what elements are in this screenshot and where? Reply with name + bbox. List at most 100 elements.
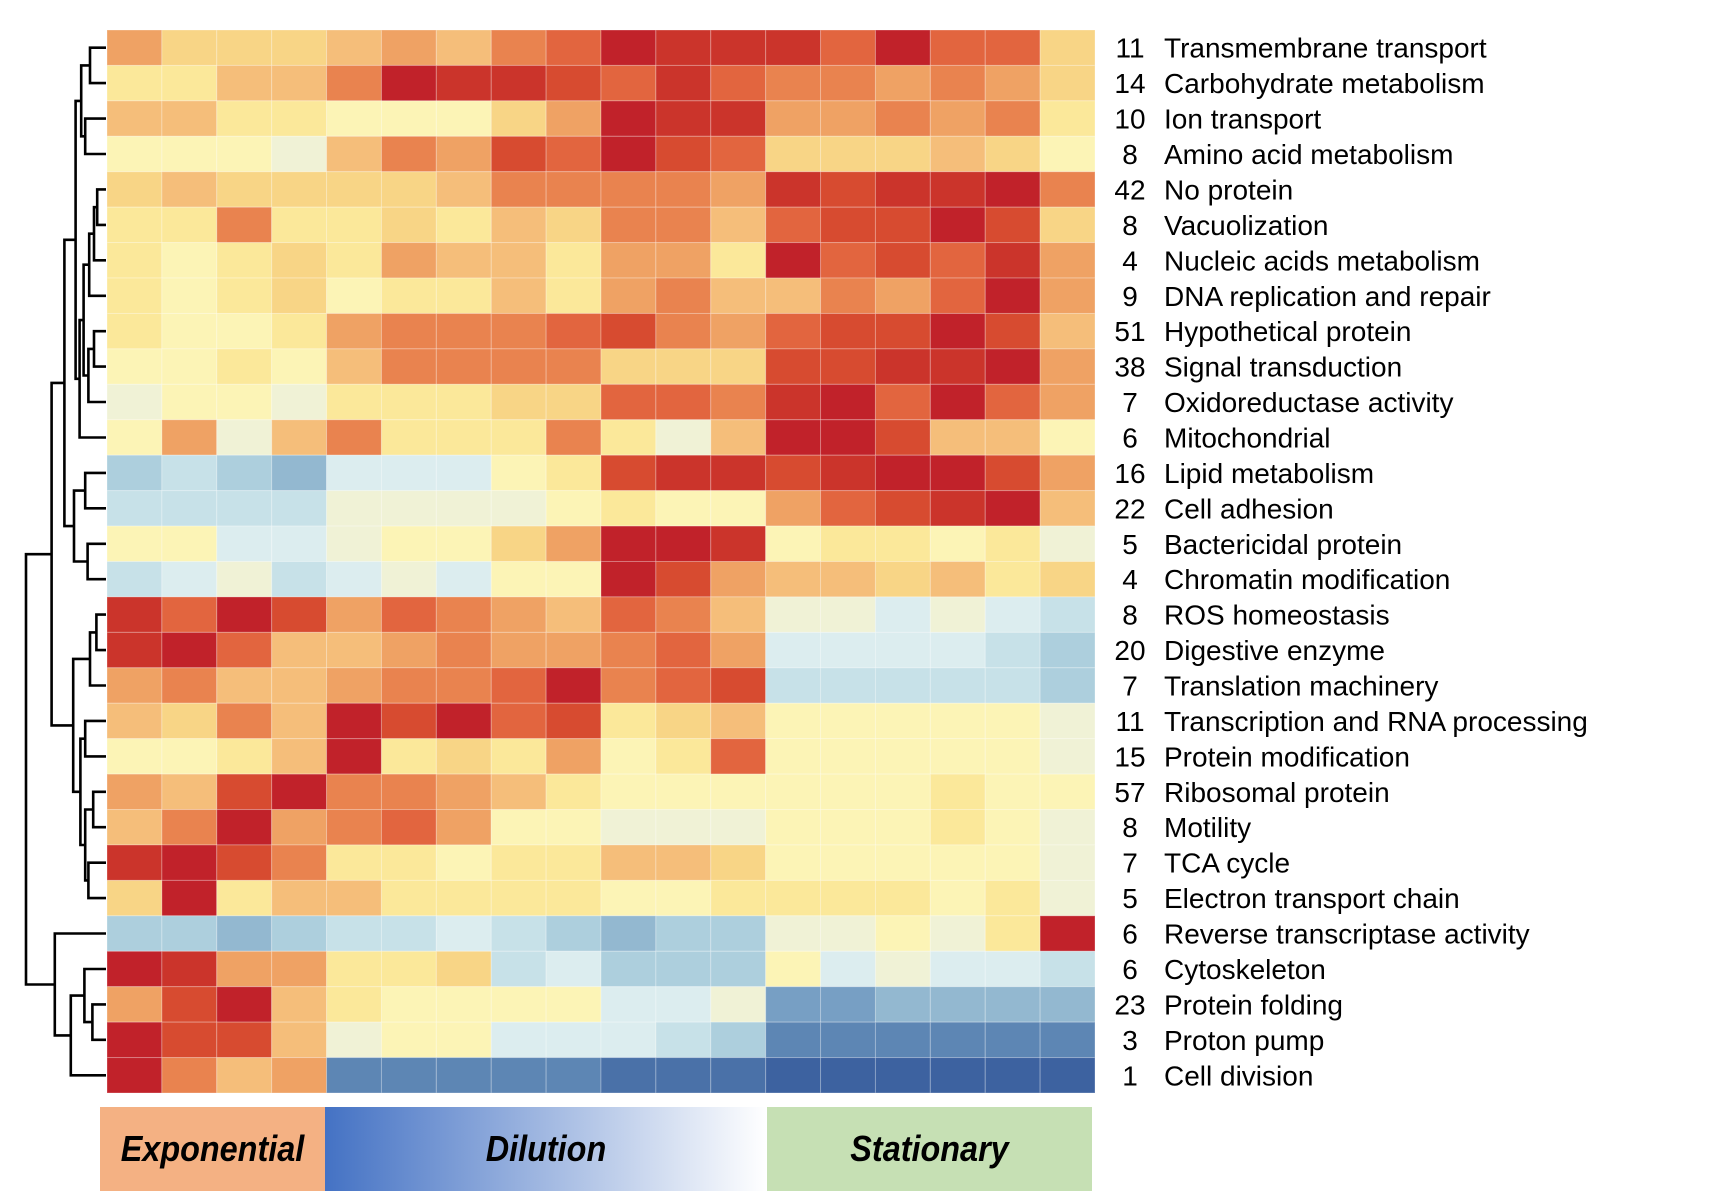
heatmap-cell (655, 986, 712, 1023)
heatmap-cell (490, 348, 547, 385)
heatmap-row (106, 454, 1096, 492)
heatmap-cell (655, 64, 712, 102)
heatmap-cell (765, 631, 822, 669)
heatmap-cell (326, 631, 382, 669)
heatmap-cell (435, 171, 492, 208)
heatmap-cell (710, 844, 767, 881)
heatmap-cell (380, 844, 437, 881)
heatmap-row (106, 702, 1096, 740)
heatmap-cell (545, 950, 602, 988)
heatmap-cell (380, 950, 437, 988)
heatmap-cell (490, 135, 547, 173)
row-category-label: Proton pump (1164, 1025, 1324, 1056)
heatmap-cell (655, 809, 712, 846)
row-label-item: 11 Transmembrane transport (1115, 33, 1486, 64)
heatmap-cell (600, 206, 657, 244)
heatmap-cell (216, 419, 273, 456)
heatmap-cell (106, 135, 163, 173)
heatmap-cell (380, 419, 437, 456)
heatmap-cell (765, 561, 822, 598)
heatmap-cell (490, 1057, 547, 1094)
heatmap-cell (490, 915, 547, 952)
heatmap-cell (600, 419, 657, 456)
row-gene-count: 20 (1114, 635, 1145, 666)
heatmap-cell (271, 561, 328, 598)
heatmap-cell (380, 631, 437, 669)
heatmap-cell (380, 383, 437, 421)
heatmap-cell (929, 631, 986, 669)
heatmap-row (106, 1057, 1096, 1094)
row-category-label: Reverse transcriptase activity (1164, 919, 1530, 950)
heatmap-cell (545, 383, 602, 421)
heatmap-cell (984, 1057, 1041, 1094)
heatmap-cell (710, 773, 767, 811)
heatmap-cell (984, 738, 1041, 775)
heatmap-cell (490, 490, 547, 527)
heatmap-cell (435, 1021, 492, 1059)
heatmap-cell (710, 490, 767, 527)
heatmap-cell (929, 419, 986, 456)
row-category-label: Lipid metabolism (1164, 458, 1374, 489)
phase-label: Exponential (121, 1129, 306, 1169)
heatmap-cell (820, 667, 876, 704)
heatmap-cell (984, 135, 1041, 173)
row-category-label: Electron transport chain (1164, 883, 1460, 914)
dendrogram-branch (91, 790, 106, 829)
heatmap-cell (271, 915, 328, 952)
row-label-item: 16 Lipid metabolism (1114, 458, 1374, 489)
heatmap-cell (929, 312, 986, 350)
heatmap-cell (984, 171, 1041, 208)
heatmap-cell (655, 1057, 712, 1094)
heatmap-cell (600, 596, 657, 633)
row-gene-count: 7 (1122, 387, 1138, 418)
heatmap-cell (874, 844, 931, 881)
heatmap-cell (820, 915, 876, 952)
dendrogram-branch (24, 552, 55, 986)
heatmap-cell (929, 277, 986, 314)
heatmap-cell (106, 809, 163, 846)
heatmap-row (106, 1021, 1096, 1059)
heatmap-cell (216, 1021, 273, 1059)
heatmap-cell (216, 809, 273, 846)
dendrogram-branch (86, 542, 106, 581)
heatmap-cell (820, 242, 876, 279)
heatmap-cell (271, 986, 328, 1023)
row-label-item: 8 Vacuolization (1122, 210, 1328, 241)
heatmap-cell (106, 490, 163, 527)
row-label-item: 51 Hypothetical protein (1114, 316, 1411, 347)
heatmap-cell (490, 419, 547, 456)
heatmap-cell (765, 950, 822, 988)
heatmap-cell (984, 844, 1041, 881)
heatmap-cell (545, 312, 602, 350)
heatmap-cell (545, 702, 602, 740)
heatmap-cell (1039, 454, 1096, 492)
heatmap-cell (655, 242, 712, 279)
heatmap-cell (1039, 809, 1096, 846)
heatmap-cell (765, 171, 822, 208)
row-label-item: 8 Amino acid metabolism (1122, 139, 1453, 170)
heatmap-cell (984, 312, 1041, 350)
heatmap-cell (435, 29, 492, 66)
row-label-item: 1 Cell division (1122, 1060, 1313, 1091)
heatmap-cell (106, 277, 163, 314)
heatmap-cell (106, 950, 163, 988)
row-gene-count: 38 (1114, 352, 1145, 383)
heatmap-cell (271, 809, 328, 846)
heatmap-cell (710, 738, 767, 775)
heatmap-cell (490, 667, 547, 704)
heatmap-cell (655, 667, 712, 704)
heatmap-cell (271, 596, 328, 633)
heatmap-cell (820, 206, 876, 244)
heatmap-cell (710, 242, 767, 279)
row-gene-count: 7 (1122, 671, 1138, 702)
heatmap-cell (545, 596, 602, 633)
heatmap-cell (216, 29, 273, 66)
heatmap-cell (380, 100, 437, 137)
heatmap-row (106, 950, 1096, 988)
heatmap-cell (380, 135, 437, 173)
row-gene-count: 15 (1114, 741, 1145, 772)
dendrogram-branch (95, 188, 106, 227)
heatmap-cell (765, 419, 822, 456)
heatmap-cell (984, 242, 1041, 279)
row-label-item: 38 Signal transduction (1114, 352, 1402, 383)
